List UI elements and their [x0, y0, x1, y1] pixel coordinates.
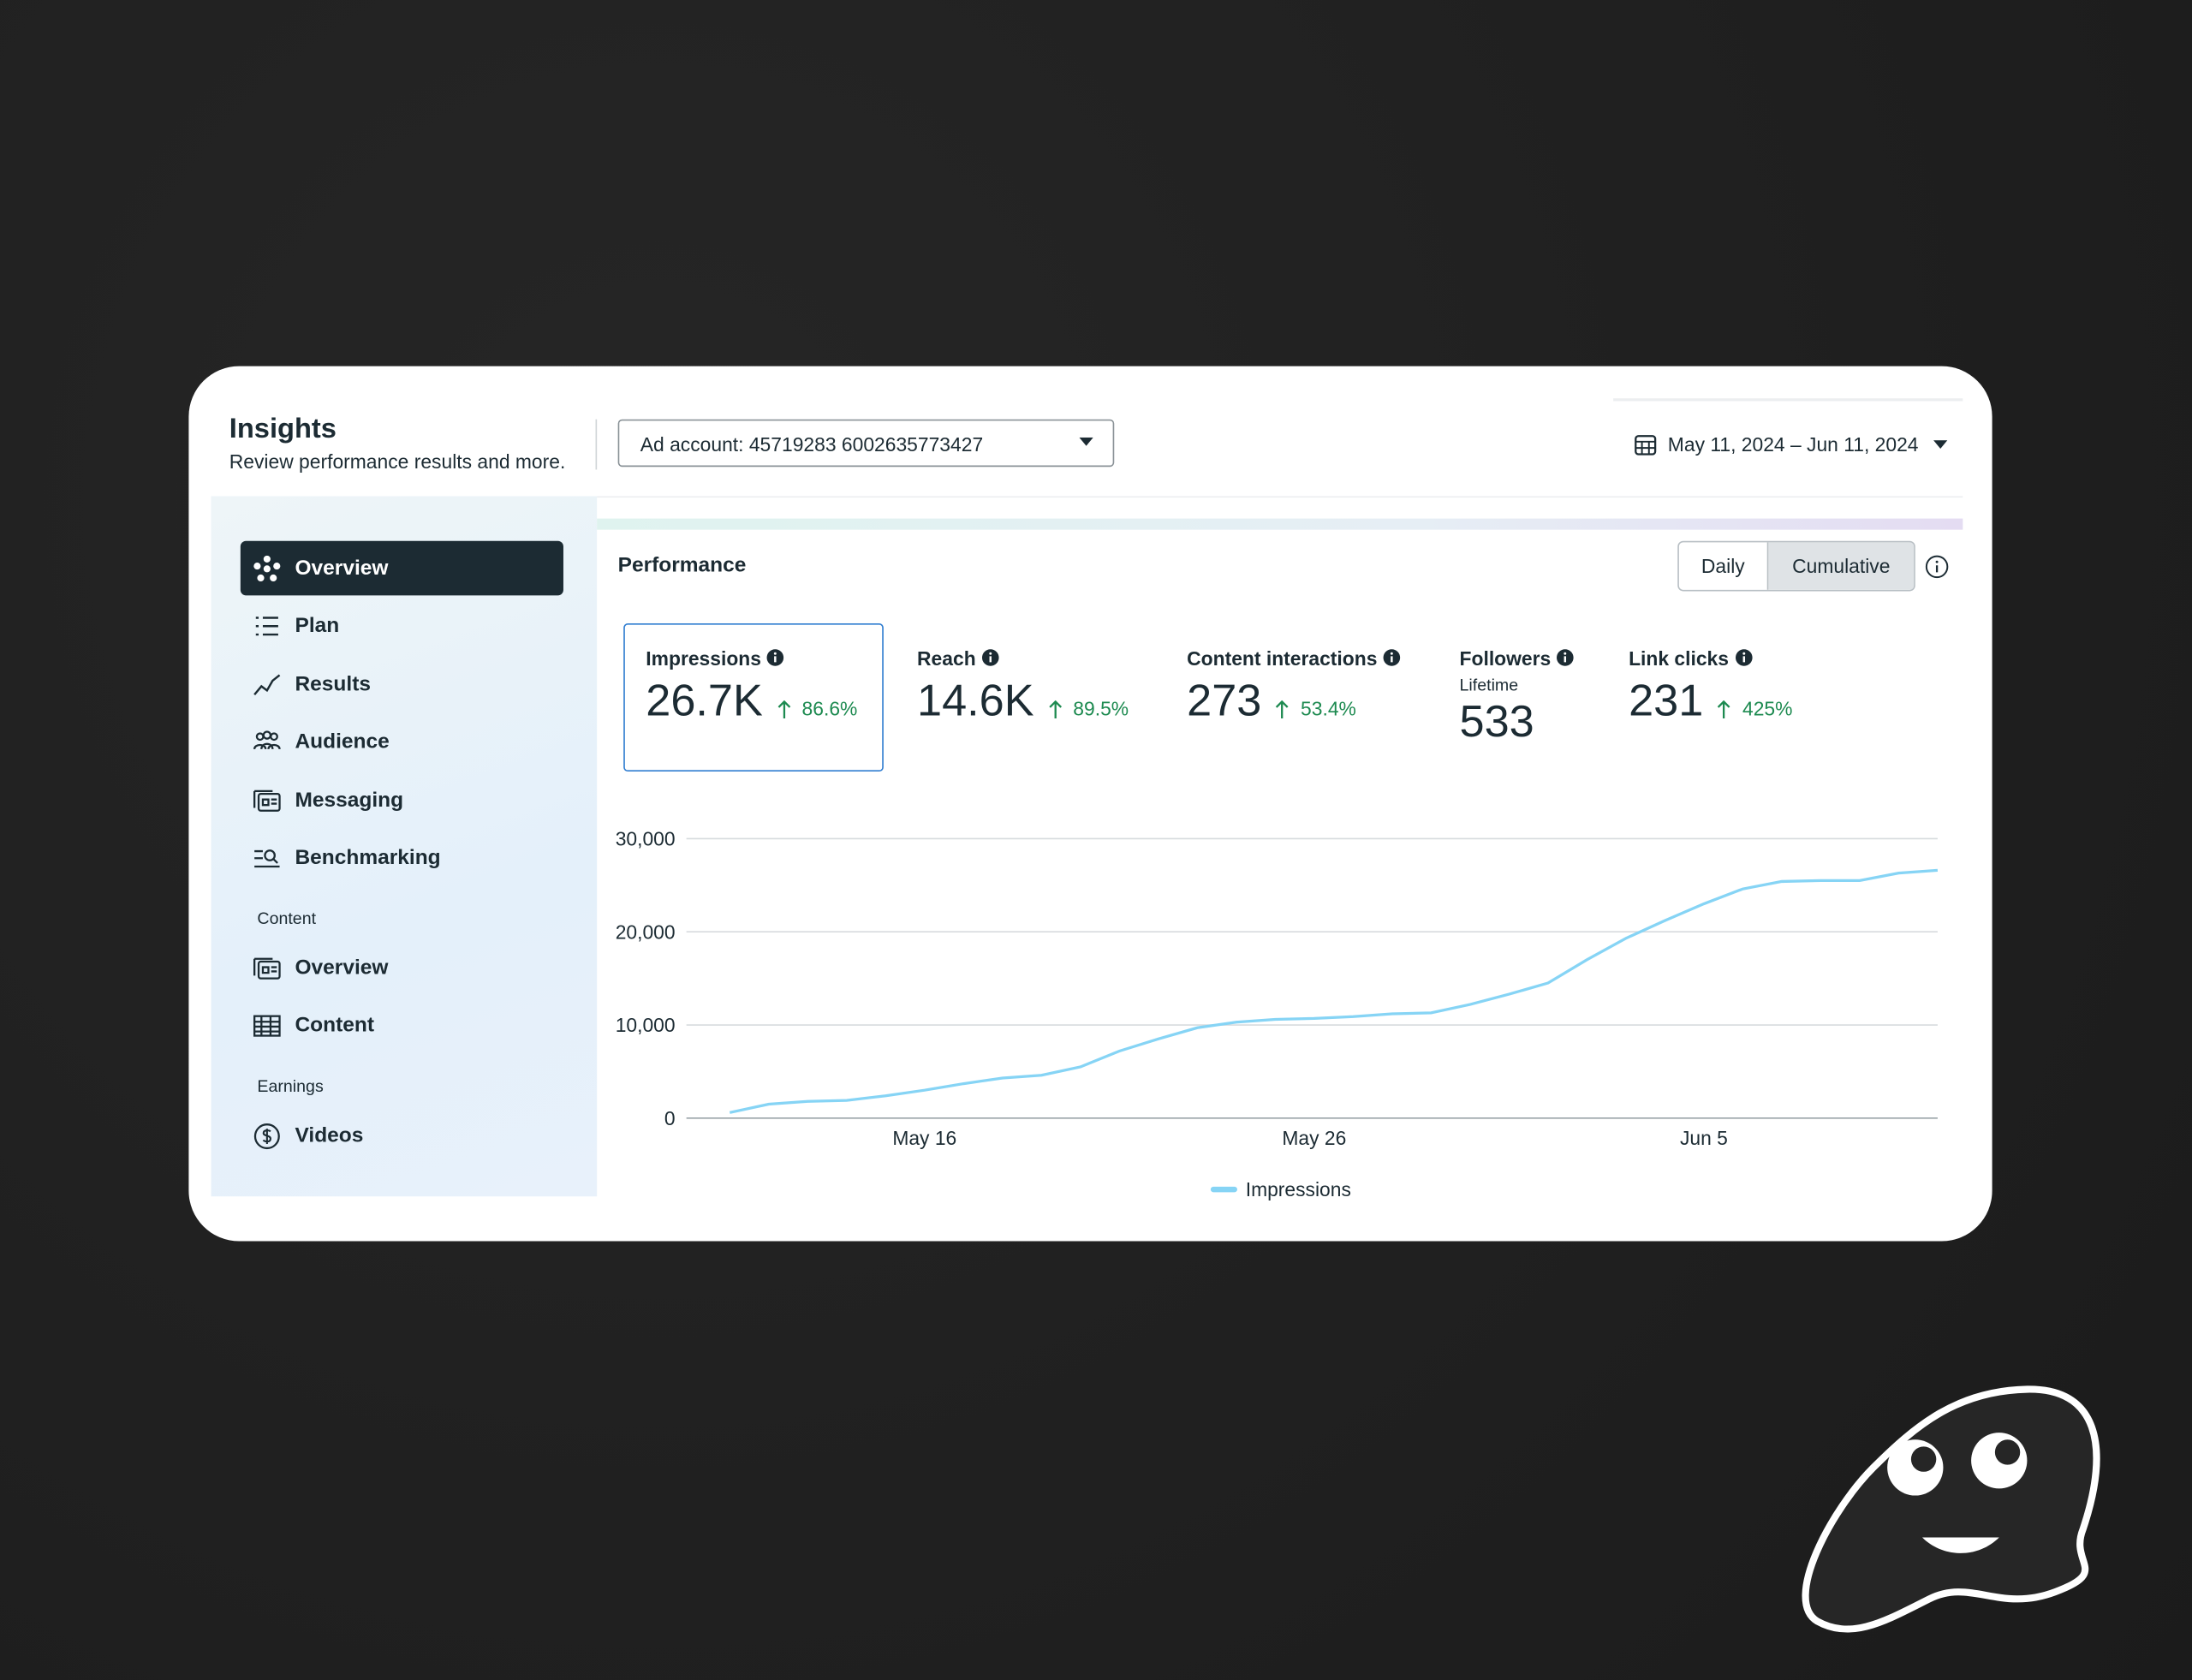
- metric-value: 533: [1459, 695, 1534, 747]
- metric-label: Content interactions: [1187, 647, 1401, 670]
- header-edge: [1613, 398, 1963, 402]
- sidebar: [211, 496, 598, 1197]
- nav-item[interactable]: Overview: [240, 540, 563, 596]
- change-text: 425%: [1742, 697, 1793, 720]
- divider: [595, 419, 598, 470]
- change-text: 86.6%: [801, 697, 858, 720]
- info-icon[interactable]: [1383, 648, 1401, 666]
- x-tick-label: May 16: [892, 1127, 956, 1149]
- calendar-icon: [1635, 435, 1657, 456]
- nav-icon: [254, 849, 280, 867]
- nav-section: Earnings: [257, 1075, 324, 1096]
- nav-section: Content: [257, 908, 317, 928]
- info-icon[interactable]: [767, 648, 785, 666]
- metric-sublabel: Lifetime: [1459, 675, 1519, 695]
- change-text: 53.4%: [1301, 697, 1356, 720]
- nav-icon: [253, 1014, 281, 1036]
- y-tick-label: 20,000: [616, 920, 676, 943]
- metric-selected[interactable]: [623, 623, 884, 772]
- caret: [1933, 439, 1948, 449]
- account-dropdown[interactable]: Ad account: 45719283 6002635773427: [617, 419, 1115, 468]
- metric-label: Link clicks: [1629, 647, 1753, 670]
- nav-icon: [255, 616, 278, 635]
- nav-icon: [253, 1123, 280, 1149]
- x-tick-label: May 26: [1282, 1127, 1346, 1149]
- caret: [1079, 437, 1093, 446]
- metric-label-text: Reach: [917, 646, 976, 670]
- nav-item[interactable]: Results: [241, 657, 563, 712]
- toggle-option[interactable]: Cumulative: [1768, 542, 1915, 590]
- mascot: [1802, 1385, 2100, 1633]
- section-title: Performance: [617, 553, 747, 578]
- series-line: [729, 868, 1939, 1114]
- up-arrow: [1048, 699, 1062, 718]
- nav-label: Content: [295, 1013, 375, 1038]
- nav-label: Messaging: [295, 788, 404, 813]
- info-icon[interactable]: [1925, 555, 1949, 579]
- tabs-edge: [597, 496, 1963, 498]
- account-label: Ad account: 45719283 6002635773427: [640, 433, 984, 456]
- nav-label: Videos: [295, 1123, 364, 1148]
- y-tick-label: 10,000: [616, 1014, 676, 1036]
- nav-item[interactable]: Plan: [241, 599, 563, 653]
- metric-change: 53.4%: [1276, 698, 1356, 720]
- date-range: May 11, 2024 – Jun 11, 2024: [1667, 433, 1919, 456]
- nav-item[interactable]: Videos: [241, 1108, 563, 1163]
- up-arrow: [1276, 699, 1290, 718]
- metric-label-text: Link clicks: [1629, 646, 1729, 670]
- up-arrow: [1718, 699, 1731, 718]
- legend-label: Impressions: [1246, 1178, 1351, 1200]
- nav-icon: [253, 730, 281, 749]
- nav-icon: [253, 789, 281, 812]
- metric-change: 425%: [1718, 697, 1793, 720]
- nav-label: Audience: [295, 730, 390, 754]
- metric-label: Followers: [1460, 647, 1575, 670]
- up-arrow: [777, 699, 790, 718]
- metric-value: 273: [1187, 675, 1262, 726]
- nav-label: Results: [295, 672, 371, 696]
- nav-label: Benchmarking: [295, 845, 441, 870]
- nav-label: Overview: [295, 556, 389, 581]
- nav-icon: [253, 555, 281, 581]
- metric-label: Impressions: [646, 647, 784, 670]
- date-picker[interactable]: May 11, 2024 – Jun 11, 2024: [1635, 426, 1948, 462]
- info-icon[interactable]: [1735, 648, 1753, 666]
- nav-icon: [253, 956, 281, 979]
- page-subtitle: Review performance results and more.: [229, 450, 566, 473]
- info-icon[interactable]: [981, 648, 999, 666]
- info-icon[interactable]: [1557, 648, 1575, 666]
- page-title: Insights: [229, 414, 337, 445]
- metric-value: 231: [1629, 675, 1704, 726]
- toggle-option[interactable]: Daily: [1679, 542, 1769, 590]
- x-tick-label: Jun 5: [1680, 1127, 1728, 1149]
- nav-icon: [253, 673, 281, 695]
- toggle: Daily Cumulative: [1677, 540, 1915, 592]
- metric-value: 26.7K: [646, 675, 763, 726]
- nav-item[interactable]: Messaging: [241, 773, 563, 828]
- metric-label-text: Impressions: [646, 646, 761, 670]
- metric-label-text: Content interactions: [1187, 646, 1378, 670]
- nav-label: Overview: [295, 956, 389, 980]
- nav-item[interactable]: Benchmarking: [241, 831, 563, 885]
- nav-item[interactable]: Overview: [241, 941, 563, 996]
- metric-change: 86.6%: [777, 698, 857, 720]
- metric-change: 89.5%: [1048, 698, 1129, 720]
- nav-item[interactable]: Content: [241, 998, 563, 1052]
- y-tick-label: 0: [664, 1107, 676, 1129]
- metric-value: 14.6K: [917, 675, 1034, 726]
- metric-label-text: Followers: [1459, 646, 1552, 670]
- nav-item[interactable]: Audience: [241, 714, 563, 769]
- metric-label: Reach: [917, 647, 999, 670]
- y-tick-label: 30,000: [616, 828, 676, 850]
- nav-label: Plan: [295, 613, 340, 638]
- change-text: 89.5%: [1073, 697, 1129, 720]
- accent-bar: [597, 518, 1963, 530]
